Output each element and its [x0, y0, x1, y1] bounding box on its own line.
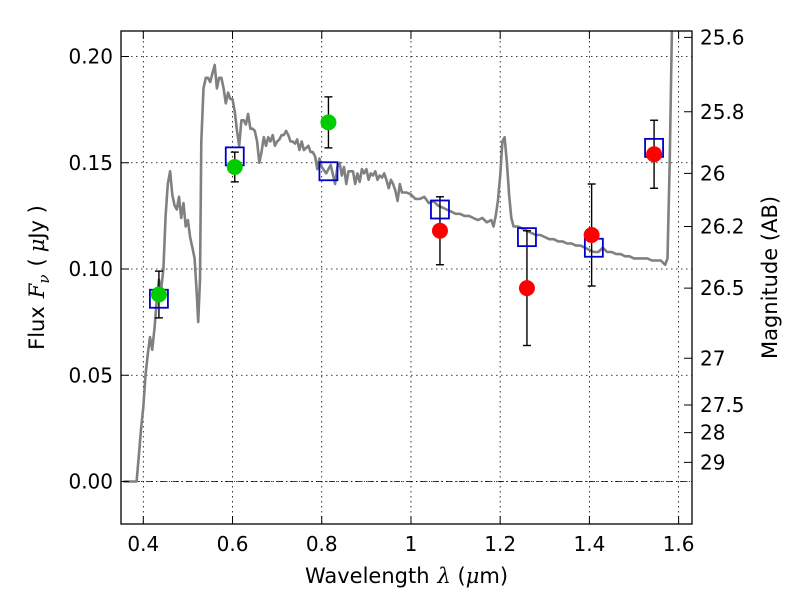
green-data-point	[150, 286, 167, 303]
plot-frame	[120, 30, 693, 525]
x-tick-label: 1	[405, 532, 418, 556]
model-photometry-square	[318, 161, 339, 182]
y-tick-label: 0.00	[68, 470, 113, 494]
y2-tick-label: 26.5	[700, 276, 745, 300]
y2-tick-label: 28	[700, 421, 725, 445]
red-data-point	[431, 222, 448, 239]
open-square-markers-layer	[149, 137, 664, 309]
grid-lines	[121, 31, 692, 524]
y-tick-label: 0.05	[68, 363, 113, 387]
x-tick-label: 0.6	[217, 532, 249, 556]
red-data-point	[646, 146, 663, 163]
x-axis-label: Wavelength λ (μm)	[305, 564, 508, 588]
x-tick-label: 0.8	[306, 532, 338, 556]
model-photometry-square	[517, 227, 537, 248]
y2-tick-label: 26.2	[700, 215, 745, 239]
red-data-point	[583, 227, 600, 243]
green-data-point	[320, 114, 337, 131]
green-data-point	[226, 159, 243, 175]
x-tick-label: 0.4	[127, 532, 159, 556]
y2-tick-label: 27.5	[700, 393, 745, 417]
model-spectrum-layer	[123, 30, 674, 483]
x-tick-label: 1.6	[663, 532, 695, 556]
y2-tick-label: 25.8	[700, 100, 745, 124]
y-axis-ticks: 0.00 0.05 0.10 0.15 0.20	[68, 45, 129, 494]
x-tick-label: 1.2	[484, 532, 516, 556]
x-tick-label: 1.4	[573, 532, 605, 556]
model-spectrum-line	[123, 30, 674, 483]
circle-markers-layer	[150, 114, 663, 303]
y2-axis-label: Magnitude (AB)	[758, 196, 782, 359]
y-tick-label: 0.10	[68, 257, 113, 281]
y2-tick-label: 25.6	[700, 25, 745, 49]
model-photometry-square	[430, 199, 450, 220]
y2-tick-label: 29	[700, 450, 725, 474]
x-axis-ticks: 0.4 0.6 0.8 1 1.2 1.4 1.6	[127, 31, 695, 556]
error-bars-layer	[154, 96, 659, 347]
y2-axis-ticks: 25.6 25.8 26 26.2 26.5 27 27.5 28 29	[684, 25, 745, 474]
y2-tick-label: 26	[700, 161, 725, 185]
y-tick-label: 0.15	[68, 151, 113, 175]
red-data-point	[518, 280, 535, 297]
y2-tick-label: 27	[700, 346, 725, 370]
y-axis-label: FluxFν(μJy )	[25, 205, 53, 350]
y-tick-label: 0.20	[68, 45, 113, 69]
